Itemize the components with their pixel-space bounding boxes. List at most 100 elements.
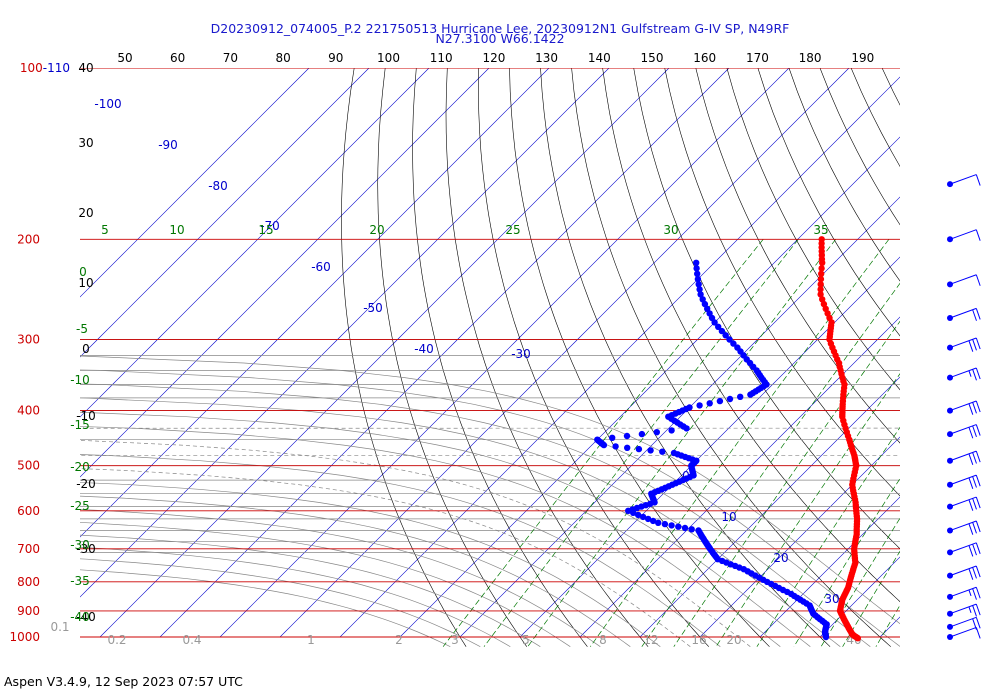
top-axis-tick-label: 120 <box>482 51 505 65</box>
dewpoint-point <box>635 445 643 453</box>
wind-barb-flag <box>972 402 977 414</box>
mixing-ratio-label: 5 <box>522 633 530 647</box>
isotherm-line <box>279 68 850 638</box>
mixing-ratio-label: 1 <box>307 633 315 647</box>
dewpoint-point <box>706 400 713 407</box>
wind-barb <box>947 174 981 188</box>
height-tick-label: 20 <box>78 206 93 220</box>
top-axis-tick-label: 70 <box>223 51 238 65</box>
temperature-point <box>819 296 826 303</box>
wind-barb-flag <box>968 499 974 511</box>
wind-barb-flag <box>975 450 981 463</box>
wind-barb-flag <box>968 477 974 490</box>
isotherm-label: -60 <box>311 260 331 274</box>
dry-adiabat-line <box>975 68 1000 647</box>
dewpoint-point <box>600 441 608 449</box>
isotherm-line <box>399 136 900 638</box>
dewpoint-point <box>644 515 652 523</box>
wind-barb-staff <box>949 565 977 577</box>
mixing-ratio-label: 3 <box>451 633 459 647</box>
wind-barb <box>947 586 981 600</box>
isotherm-line <box>699 436 900 638</box>
mixing-ratio-line <box>842 550 900 647</box>
dry-adiabat-line <box>726 68 900 391</box>
wet-bulb-label: 5 <box>101 223 109 237</box>
wind-barb <box>947 424 981 439</box>
wind-barb-staff <box>949 424 977 435</box>
wet-bulb-label: -20 <box>70 460 90 474</box>
mixing-ratio-label: 0.2 <box>107 633 126 647</box>
wind-barb-flag <box>975 565 981 578</box>
wind-barb <box>947 367 981 381</box>
dry-adiabat-line <box>633 68 900 550</box>
dewpoint-point <box>693 259 700 266</box>
wind-barb <box>947 307 981 321</box>
top-axis-tick-label: 100 <box>377 51 400 65</box>
wet-bulb-label: -15 <box>70 418 90 432</box>
wind-barb-staff <box>949 626 977 638</box>
dry-adiabat-line <box>602 68 900 603</box>
dewpoint-point <box>718 327 726 335</box>
wind-barb-flag <box>968 589 972 597</box>
isotherm-line <box>99 68 670 638</box>
height-tick-label: -10 <box>76 409 96 423</box>
isotherm-line <box>339 76 900 638</box>
top-axis-tick-label: 180 <box>799 51 822 65</box>
isotherm-line <box>80 68 610 598</box>
wind-barb <box>947 474 981 490</box>
top-axis-tick-label: 170 <box>746 51 769 65</box>
wind-barb-staff <box>949 496 977 508</box>
wind-barb-flag <box>968 370 972 377</box>
wind-barb-flag <box>972 498 977 510</box>
wind-barb <box>947 496 981 511</box>
dewpoint-point <box>716 397 724 405</box>
height-tick-label: -30 <box>76 542 96 556</box>
dewpoint-point <box>693 265 700 272</box>
pressure-tick-label: 900 <box>17 604 40 618</box>
wind-barb <box>947 616 981 630</box>
wind-barb <box>947 520 981 535</box>
dewpoint-point <box>822 633 830 641</box>
isotherm-line <box>879 616 900 638</box>
wind-barb-flag <box>972 567 977 579</box>
isotherm-line <box>579 316 900 638</box>
wet-bulb-label: -25 <box>70 499 90 513</box>
wind-barb-flag <box>975 603 981 616</box>
dewpoint-point <box>726 395 734 403</box>
height-tick-label: -40 <box>76 610 96 624</box>
top-axis-tick-label: 80 <box>275 51 290 65</box>
wind-barb-flag <box>972 452 977 464</box>
wind-barb-flag <box>972 339 977 351</box>
temperature-point <box>819 259 826 266</box>
top-axis-tick-label: 160 <box>693 51 716 65</box>
isotherm-label: -30 <box>511 347 531 361</box>
dewpoint-point <box>630 509 637 516</box>
mixing-ratio-line <box>527 239 836 647</box>
wind-barbs <box>947 174 981 640</box>
temperature-point <box>817 286 824 293</box>
diagram-grid <box>80 68 1000 647</box>
wind-barb-flag <box>972 605 977 617</box>
pressure-tick-label: 800 <box>17 575 40 589</box>
dewpoint-point <box>696 402 703 409</box>
wet-bulb-label: -30 <box>70 538 90 552</box>
mixing-ratio-line <box>912 239 1000 646</box>
wind-barb-flag <box>968 340 974 352</box>
wind-barb-staff <box>949 400 977 412</box>
chart-title: D20230912_074005_P.2 221750513 Hurricane… <box>210 21 790 36</box>
wind-barb-flag <box>972 425 977 438</box>
wind-barb-staff <box>949 274 977 285</box>
dewpoint-point <box>623 432 631 440</box>
mixing-ratio-line <box>715 373 900 647</box>
wet-bulb-label: 20 <box>369 223 384 237</box>
wet-bulb-label: 30 <box>663 223 678 237</box>
dewpoint-point <box>695 281 702 288</box>
pressure-tick-label: 600 <box>17 504 40 518</box>
dewpoint-point <box>694 275 702 283</box>
wind-barb-flag <box>968 523 974 535</box>
dry-adiabat-line <box>445 68 649 647</box>
isotherm-line <box>759 496 900 638</box>
wind-barb-flag <box>972 588 977 600</box>
